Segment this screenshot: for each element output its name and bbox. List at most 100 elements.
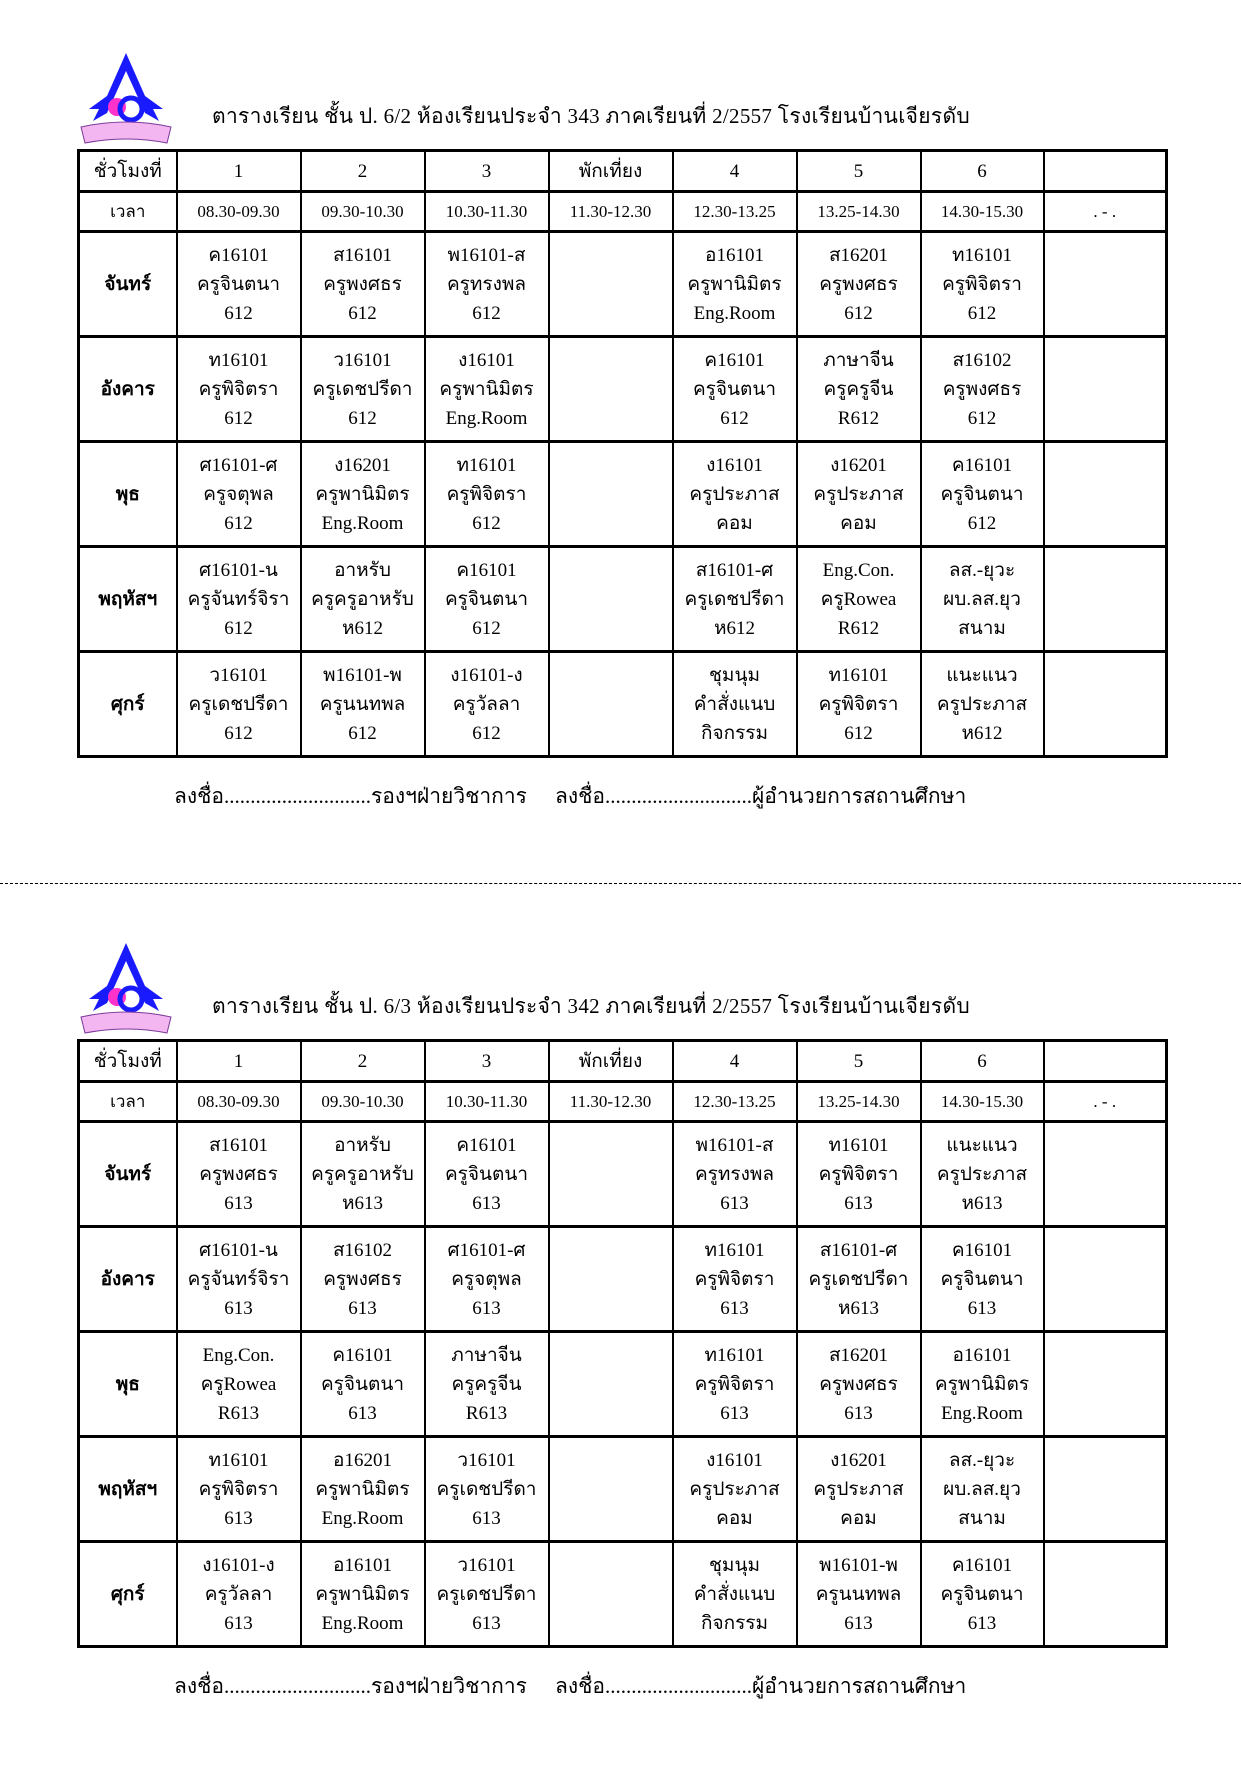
- period-number: 6: [919, 1039, 1045, 1083]
- room: 613: [472, 1612, 501, 1634]
- room: ห612: [961, 722, 1003, 744]
- class-cell: ท16101 ครูพิจิตรา 612: [795, 650, 922, 758]
- teacher-name: ครูจตุพล: [203, 483, 274, 505]
- class-cell: ค16101 ครูจินตนา 612: [175, 230, 302, 338]
- subject-code: ภาษาจีน: [451, 1344, 522, 1366]
- class-cell: ส16101-ศ ครูเดชปรีดา ห613: [795, 1225, 922, 1333]
- class-cell: ศ16101-ศ ครูจตุพล 613: [423, 1225, 550, 1333]
- teacher-name: ครูจินตนา: [196, 273, 281, 295]
- class-cell: แนะแนว ครูประภาส ห612: [919, 650, 1045, 758]
- class-cell: ศ16101-น ครูจันทร์จิรา 612: [175, 545, 302, 653]
- subject-code: Eng.Con.: [822, 559, 895, 581]
- day-name: ศุกร์: [77, 650, 178, 758]
- room: 613: [844, 1402, 873, 1424]
- class-cell: ง16201 ครูประภาส คอม: [795, 1435, 922, 1543]
- class-cell: ง16201 ครูประภาส คอม: [795, 440, 922, 548]
- class-cell: ง16101 ครูพานิมิตร Eng.Room: [423, 335, 550, 443]
- empty-cell: [1042, 1435, 1168, 1543]
- subject-code: อ16101: [952, 1344, 1012, 1366]
- class-cell: ง16101-ง ครูวัลลา 612: [423, 650, 550, 758]
- room: 612: [720, 407, 749, 429]
- teacher-name: ครูครูอาหรับ: [311, 1163, 414, 1185]
- teacher-name: ครูประภาส: [813, 1478, 904, 1500]
- room: สนาม: [958, 617, 1006, 639]
- day-row: จันทร์ ค16101 ครูจินตนา 612 ส16101 ครูพงศธร 61…: [77, 230, 1168, 338]
- class-cell: พ16101-ส ครูทรงพล 612: [423, 230, 550, 338]
- room: Eng.Room: [321, 1507, 404, 1529]
- subject-code: ส16101: [208, 1134, 269, 1156]
- teacher-name: ผบ.ลส.ยุว: [943, 1478, 1021, 1500]
- time-slot: 13.25-14.30: [795, 1080, 922, 1123]
- subject-code: ง16101-ง: [202, 1554, 275, 1576]
- teacher-name: ครูจินตนา: [444, 1163, 529, 1185]
- room: 612: [348, 302, 377, 324]
- subject-code: ท16101: [951, 244, 1013, 266]
- room: คอม: [716, 1507, 753, 1529]
- teacher-name: ครูเดชปรีดา: [436, 1478, 537, 1500]
- class-cell: อ16101 ครูพานิมิตร Eng.Room: [299, 1540, 426, 1648]
- subject-code: ส16201: [828, 244, 889, 266]
- director-signature: ลงชื่อ............................ผู้อำน…: [554, 1674, 967, 1698]
- room: 613: [224, 1507, 253, 1529]
- subject-code: ค16101: [456, 1134, 517, 1156]
- room: 613: [472, 1297, 501, 1319]
- subject-code: ส16102: [332, 1239, 393, 1261]
- period-number: 1: [175, 149, 302, 193]
- class-cell: ส16101-ศ ครูเดชปรีดา ห612: [671, 545, 798, 653]
- time-slot: 14.30-15.30: [919, 190, 1045, 233]
- teacher-name: ครูประภาส: [689, 1478, 780, 1500]
- room: 612: [472, 617, 501, 639]
- teacher-name: ครูพงศธร: [323, 1268, 402, 1290]
- room: ห613: [341, 1192, 384, 1214]
- period-number: [1042, 1039, 1168, 1083]
- period-label: ชั่วโมงที่: [77, 149, 178, 193]
- class-cell: แนะแนว ครูประภาส ห613: [919, 1120, 1045, 1228]
- room: 613: [472, 1507, 501, 1529]
- empty-cell: [547, 1330, 674, 1438]
- room: Eng.Room: [321, 1612, 404, 1634]
- period-number: 1: [175, 1039, 302, 1083]
- day-row: พุธ Eng.Con. ครูRowea R613 ค16101 ครูจินตนา 61…: [77, 1330, 1168, 1438]
- empty-cell: [547, 440, 674, 548]
- class-cell: อ16201 ครูพานิมิตร Eng.Room: [299, 1435, 426, 1543]
- day-row: อังคาร ศ16101-น ครูจันทร์จิรา 613 ส16102 ครูพ…: [77, 1225, 1168, 1333]
- director-signature: ลงชื่อ............................ผู้อำน…: [554, 784, 967, 808]
- teacher-name: ครูวัลลา: [204, 1583, 273, 1605]
- day-row: จันทร์ ส16101 ครูพงศธร 613 อาหรับ ครูครูอาหรั…: [77, 1120, 1168, 1228]
- timetable-title: ตารางเรียน ชั้น ป. 6/2 ห้องเรียนประจำ 34…: [212, 104, 971, 128]
- teacher-name: ครูครูอาหรับ: [311, 588, 414, 610]
- time-slot: 13.25-14.30: [795, 190, 922, 233]
- class-cell: ง16201 ครูพานิมิตร Eng.Room: [299, 440, 426, 548]
- room: Eng.Room: [321, 512, 404, 534]
- teacher-name: ครูเดชปรีดา: [436, 1583, 537, 1605]
- subject-code: พ16101-พ: [819, 1554, 898, 1576]
- room: ห613: [961, 1192, 1003, 1214]
- subject-code: ง16101: [458, 349, 515, 371]
- room: คอม: [716, 512, 753, 534]
- empty-cell: [1042, 1120, 1168, 1228]
- empty-cell: [547, 1435, 674, 1543]
- teacher-name: คำสั่งแนบ: [693, 1583, 776, 1605]
- empty-cell: [1042, 1225, 1168, 1333]
- subject-code: ว16101: [209, 664, 268, 686]
- room: 613: [348, 1402, 377, 1424]
- class-cell: ท16101 ครูพิจิตรา 613: [671, 1330, 798, 1438]
- room: สนาม: [958, 1507, 1006, 1529]
- teacher-name: ครูเดชปรีดา: [684, 588, 785, 610]
- teacher-name: ครูพานิมิตร: [439, 378, 534, 400]
- subject-code: ง16201: [830, 454, 887, 476]
- class-cell: ภาษาจีน ครูครูจีน R613: [423, 1330, 550, 1438]
- teacher-name: ครูจินตนา: [320, 1373, 405, 1395]
- room: 613: [224, 1297, 253, 1319]
- room: ห612: [341, 617, 384, 639]
- time-slot: 09.30-10.30: [299, 190, 426, 233]
- empty-cell: [1042, 1330, 1168, 1438]
- teacher-name: ครูนนทพล: [815, 1583, 902, 1605]
- empty-cell: [1042, 440, 1168, 548]
- class-cell: ศ16101-น ครูจันทร์จิรา 613: [175, 1225, 302, 1333]
- room: 613: [224, 1192, 253, 1214]
- class-cell: ท16101 ครูพิจิตรา 612: [423, 440, 550, 548]
- room: 612: [967, 407, 997, 429]
- subject-code: ท16101: [208, 1449, 269, 1471]
- room: 612: [224, 617, 253, 639]
